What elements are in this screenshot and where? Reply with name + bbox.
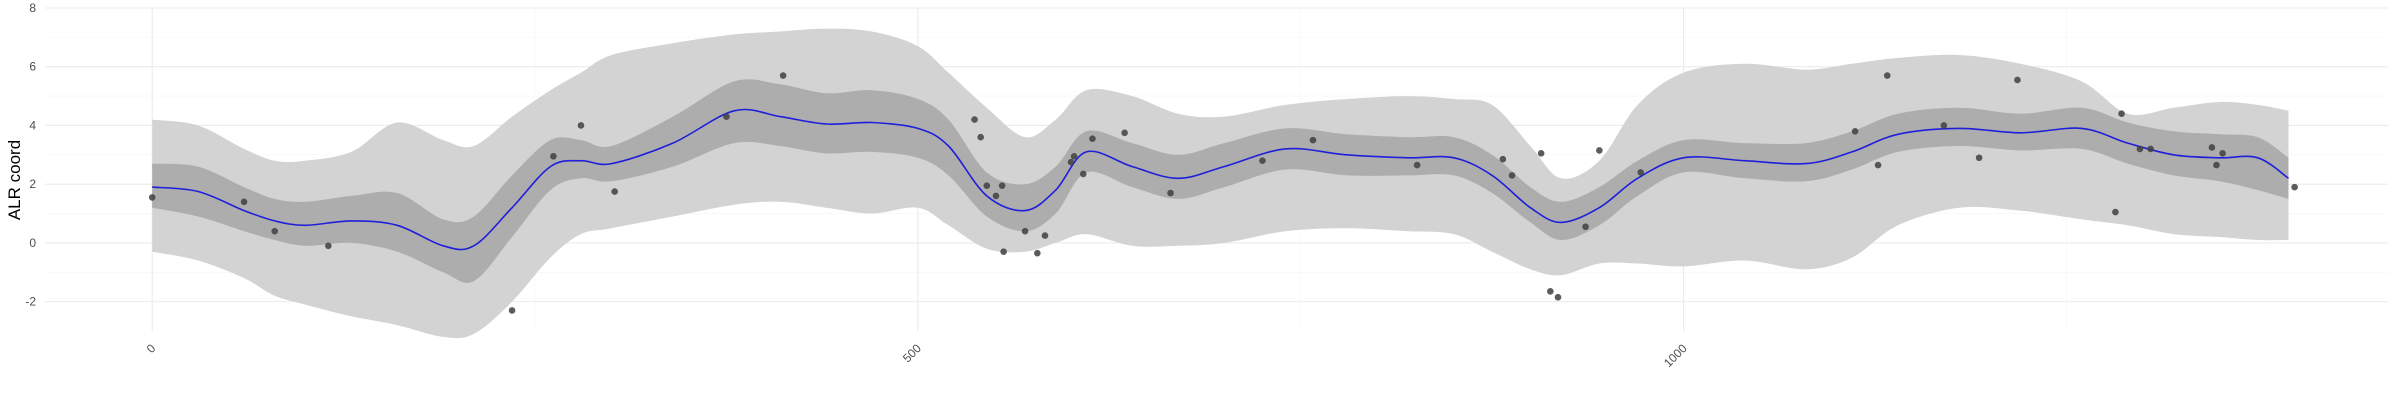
x-axis-ticks: 0 500 1000 xyxy=(144,341,1690,370)
data-point xyxy=(779,72,787,79)
inner-interval-band xyxy=(152,79,2289,283)
data-point xyxy=(1582,223,1589,231)
data-point xyxy=(2219,150,2226,157)
y-tick-label: 8 xyxy=(29,1,36,15)
data-point xyxy=(1874,161,1882,169)
y-tick-label: 6 xyxy=(29,60,36,74)
data-point xyxy=(971,116,978,123)
data-point xyxy=(271,227,279,235)
data-point xyxy=(611,188,618,195)
data-point xyxy=(2118,110,2125,118)
data-point xyxy=(2014,76,2021,84)
data-point xyxy=(1596,147,1603,154)
data-point xyxy=(1883,72,1891,79)
data-point xyxy=(148,194,156,201)
data-point xyxy=(550,152,557,160)
data-point xyxy=(2147,145,2154,153)
y-axis-ticks: -2 0 2 4 6 8 xyxy=(25,1,36,309)
data-point xyxy=(1021,227,1029,235)
data-point xyxy=(1034,249,1041,257)
data-point xyxy=(1000,248,1007,256)
y-tick-label: -2 xyxy=(25,295,36,309)
observed-points xyxy=(148,72,2298,314)
data-point xyxy=(508,307,516,314)
y-tick-label: 2 xyxy=(29,177,36,191)
mean-series-line xyxy=(152,108,2289,251)
data-point xyxy=(2208,144,2216,151)
data-point xyxy=(1259,157,1266,164)
data-point xyxy=(1067,158,1075,166)
data-point xyxy=(1975,154,1983,162)
y-tick-label: 0 xyxy=(29,236,36,250)
data-point xyxy=(1547,288,1554,295)
data-point xyxy=(1554,293,1562,301)
y-tick-label: 4 xyxy=(29,118,36,132)
data-point xyxy=(2112,208,2119,216)
x-tick-label: 0 xyxy=(144,341,159,356)
x-tick-label: 1000 xyxy=(1661,341,1690,370)
data-point xyxy=(1079,170,1087,178)
data-point xyxy=(325,242,332,250)
data-point xyxy=(723,113,730,120)
data-point xyxy=(1089,135,1096,142)
data-point xyxy=(1070,152,1078,160)
data-point xyxy=(983,182,991,189)
data-point xyxy=(1637,169,1644,176)
data-point xyxy=(1121,129,1128,137)
data-point xyxy=(2291,183,2298,191)
data-point xyxy=(2136,145,2144,153)
x-tick-label: 500 xyxy=(900,341,924,365)
data-point xyxy=(977,133,984,141)
data-point xyxy=(577,122,585,129)
y-axis-title: ALR coord xyxy=(5,140,24,220)
data-point xyxy=(240,198,248,206)
data-point xyxy=(1508,172,1516,179)
data-point xyxy=(2213,161,2220,169)
data-point xyxy=(1167,189,1174,197)
data-point xyxy=(1309,136,1317,144)
data-point xyxy=(1499,155,1507,163)
data-point xyxy=(1940,122,1948,129)
data-point xyxy=(992,192,1000,200)
data-point xyxy=(1413,161,1421,169)
data-point xyxy=(1041,232,1049,239)
data-point xyxy=(998,182,1006,189)
data-point xyxy=(1537,150,1545,157)
data-point xyxy=(1851,128,1859,135)
